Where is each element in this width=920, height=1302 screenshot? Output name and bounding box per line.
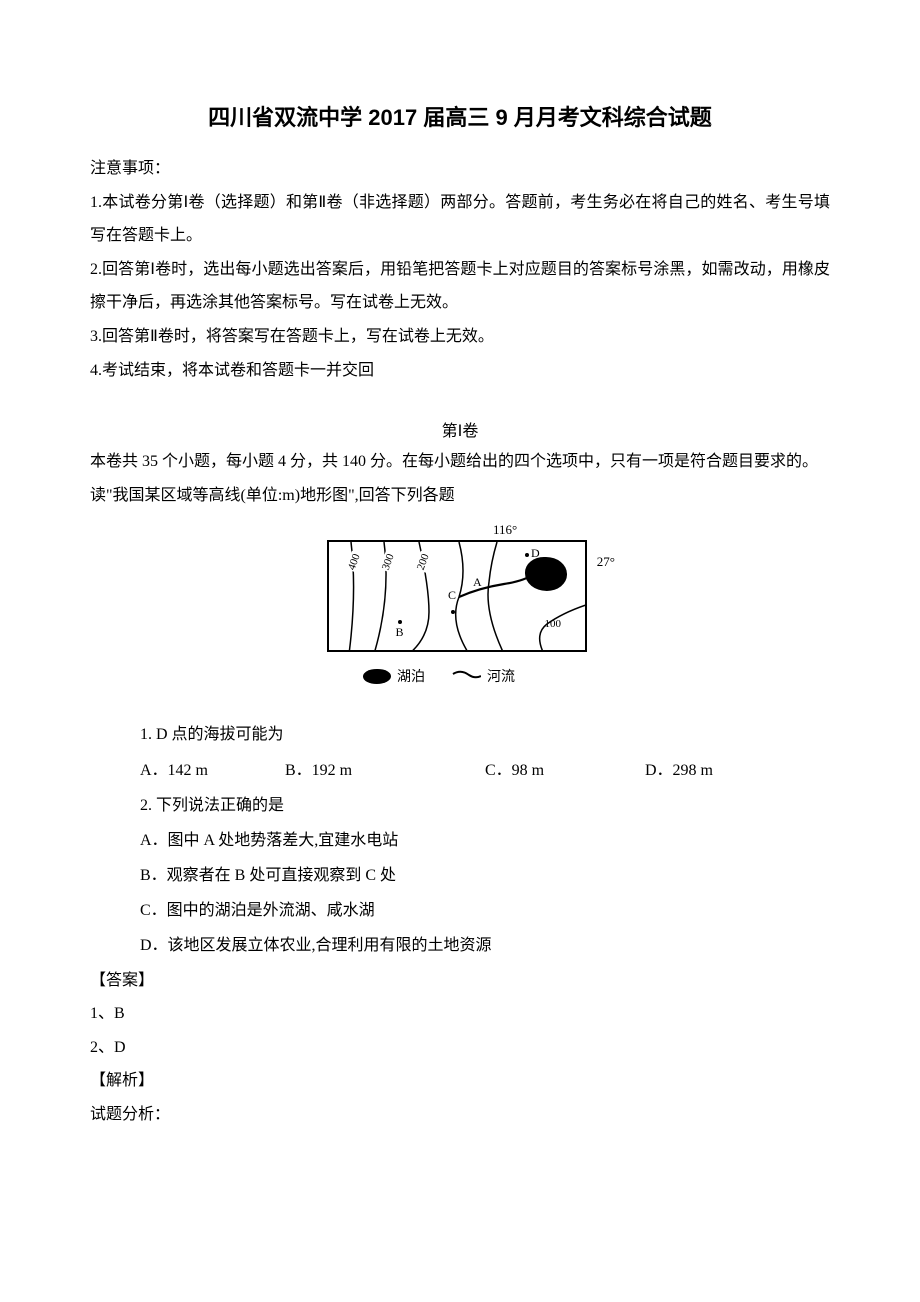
q1-opt-c: C．98 m bbox=[485, 753, 645, 788]
point-b-label: B bbox=[395, 625, 403, 639]
q1-opt-b: B．192 m bbox=[285, 753, 485, 788]
q2-opt-a: A．图中 A 处地势落差大,宜建水电站 bbox=[90, 823, 830, 858]
point-a: A bbox=[473, 575, 482, 590]
point-d: D bbox=[525, 546, 540, 561]
section-1-desc: 本卷共 35 个小题，每小题 4 分，共 140 分。在每小题给出的四个选项中，… bbox=[90, 445, 830, 479]
section-1-title: 第Ⅰ卷 bbox=[90, 417, 830, 441]
lake-shape bbox=[525, 557, 567, 591]
answer-2: 2、D bbox=[90, 1031, 830, 1065]
explain-label: 【解析】 bbox=[90, 1064, 830, 1098]
point-b: B bbox=[395, 620, 404, 640]
notice-4: 4.考试结束，将本试卷和答题卡一并交回 bbox=[90, 354, 830, 388]
notice-heading: 注意事项： bbox=[90, 152, 830, 186]
notice-2: 2.回答第Ⅰ卷时，选出每小题选出答案后，用铅笔把答题卡上对应题目的答案标号涂黑，… bbox=[90, 253, 830, 320]
q2-opt-b: B．观察者在 B 处可直接观察到 C 处 bbox=[90, 858, 830, 893]
explain-sub: 试题分析： bbox=[90, 1098, 830, 1132]
answer-label: 【答案】 bbox=[90, 964, 830, 998]
legend-lake-label: 湖泊 bbox=[397, 666, 425, 686]
q1-opt-d: D．298 m bbox=[645, 753, 713, 788]
q1-options: A．142 m B．192 m C．98 m D．298 m bbox=[90, 753, 830, 788]
notice-3: 3.回答第Ⅱ卷时，将答案写在答题卡上，写在试卷上无效。 bbox=[90, 320, 830, 354]
q1-opt-a: A．142 m bbox=[140, 753, 285, 788]
q1-stem: 1. D 点的海拔可能为 bbox=[90, 717, 830, 752]
point-c: C bbox=[447, 588, 457, 618]
latitude-label: 27° bbox=[597, 554, 615, 570]
lake-icon bbox=[363, 669, 391, 684]
exam-title: 四川省双流中学 2017 届高三 9 月月考文科综合试题 bbox=[90, 100, 830, 132]
q2-opt-c: C．图中的湖泊是外流湖、咸水湖 bbox=[90, 893, 830, 928]
answer-1: 1、B bbox=[90, 997, 830, 1031]
longitude-label: 116° bbox=[493, 522, 517, 538]
river-icon bbox=[451, 669, 481, 683]
point-d-label: D bbox=[531, 546, 540, 560]
q2-stem: 2. 下列说法正确的是 bbox=[90, 788, 830, 823]
point-c-label: C bbox=[448, 588, 456, 602]
contour-100: 100 bbox=[545, 618, 562, 630]
q2-opt-d: D．该地区发展立体农业,合理利用有限的土地资源 bbox=[90, 928, 830, 963]
map-figure: 116° 27° 400 300 200 bbox=[90, 522, 830, 707]
map-legend: 湖泊 河流 bbox=[363, 666, 515, 686]
notice-1: 1.本试卷分第Ⅰ卷（选择题）和第Ⅱ卷（非选择题）两部分。答题前，考生务必在将自己… bbox=[90, 186, 830, 253]
legend-river-label: 河流 bbox=[487, 666, 515, 686]
reading-prompt: 读"我国某区域等高线(单位:m)地形图",回答下列各题 bbox=[90, 479, 830, 513]
map-frame: 400 300 200 100 D A C B bbox=[327, 540, 587, 652]
